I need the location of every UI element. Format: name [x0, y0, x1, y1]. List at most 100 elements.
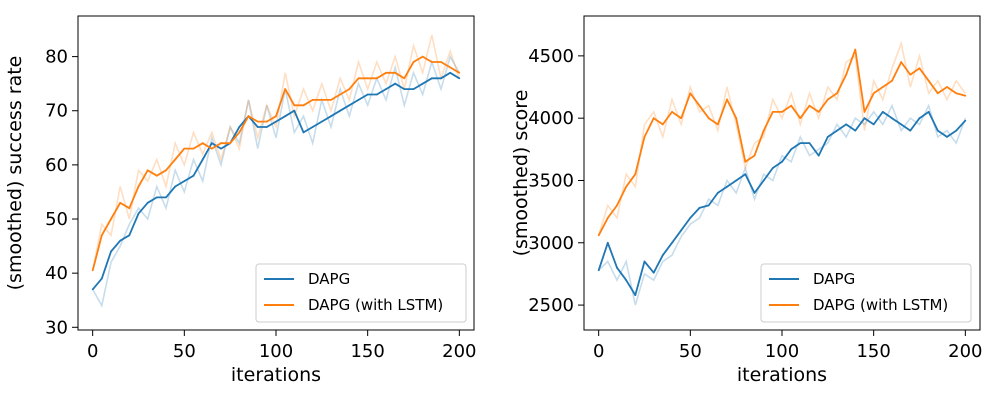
data-point-dapg-lstm — [689, 92, 692, 95]
data-point-dapg-lstm — [680, 117, 683, 120]
data-point-dapg-lstm — [220, 142, 222, 145]
data-point-dapg-lstm — [449, 66, 452, 69]
data-point-dapg — [817, 154, 820, 157]
data-point-dapg-lstm — [808, 104, 811, 107]
data-point-dapg-lstm — [238, 131, 241, 134]
data-point-dapg — [652, 271, 655, 274]
data-point-dapg — [744, 173, 747, 176]
y-tick-label: 40 — [45, 263, 68, 284]
x-tick-label: 100 — [259, 341, 293, 362]
data-point-dapg-lstm — [284, 88, 287, 90]
data-point-dapg-lstm — [606, 217, 609, 219]
data-point-dapg — [174, 185, 177, 188]
data-point-dapg — [726, 185, 728, 188]
data-point-dapg — [698, 207, 701, 209]
data-point-dapg-lstm — [597, 234, 600, 237]
data-point-dapg — [293, 109, 296, 112]
data-point-dapg — [616, 266, 618, 269]
data-point-dapg — [597, 269, 600, 272]
data-point-dapg-lstm — [845, 73, 848, 76]
chart-right: 0 50 100 150 200 2500 3000 3500 4000 4500 iterati… — [510, 15, 983, 386]
data-point-dapg — [403, 88, 406, 90]
data-point-dapg — [625, 279, 628, 282]
data-point-dapg — [238, 126, 241, 128]
x-tick-label: 200 — [948, 341, 982, 362]
data-point-dapg-lstm — [183, 147, 186, 150]
legend-label-dapg: DAPG — [813, 270, 855, 288]
data-point-dapg-lstm — [192, 147, 195, 150]
y-tick-label: 30 — [45, 317, 68, 338]
data-point-dapg-lstm — [964, 94, 967, 97]
data-point-dapg-lstm — [394, 71, 397, 74]
data-point-dapg — [634, 294, 637, 296]
legend-box — [255, 263, 467, 323]
legend-label-dapg: DAPG — [308, 270, 350, 288]
data-point-dapg — [927, 111, 930, 113]
data-point-dapg — [781, 160, 783, 163]
series-raw-dapg — [92, 54, 460, 308]
data-point-dapg-lstm — [293, 104, 296, 107]
data-point-dapg — [430, 77, 433, 80]
data-point-dapg — [762, 179, 765, 182]
data-point-dapg — [918, 117, 921, 120]
data-point-dapg-lstm — [458, 71, 461, 74]
data-point-dapg — [155, 196, 158, 199]
data-point-dapg-lstm — [771, 111, 774, 113]
data-point-dapg-lstm — [110, 218, 112, 220]
data-point-dapg-lstm — [836, 92, 838, 95]
data-point-dapg-lstm — [320, 99, 323, 101]
data-point-dapg-lstm — [826, 98, 829, 101]
data-point-dapg — [845, 123, 848, 126]
x-tick-label: 50 — [173, 341, 196, 362]
data-point-dapg-lstm — [229, 142, 232, 145]
x-tick-label: 0 — [593, 341, 604, 362]
data-point-dapg-lstm — [330, 99, 332, 101]
data-point-dapg — [128, 234, 131, 237]
data-point-dapg-lstm — [854, 48, 857, 51]
data-point-dapg-lstm — [137, 185, 140, 188]
data-point-dapg-lstm — [412, 61, 415, 63]
data-point-dapg-lstm — [339, 93, 342, 96]
x-axis-label: iterations — [231, 364, 321, 386]
data-point-dapg — [275, 120, 277, 123]
data-point-dapg-lstm — [735, 117, 738, 120]
data-point-dapg — [265, 126, 268, 128]
x-tick-label: 150 — [350, 341, 384, 362]
data-point-dapg — [357, 99, 360, 101]
y-tick-label: 4500 — [528, 46, 574, 67]
legend: DAPG DAPG (with LSTM) — [255, 263, 467, 323]
data-point-dapg-lstm — [348, 88, 351, 90]
data-point-dapg — [900, 123, 903, 126]
x-tick-label: 50 — [679, 341, 702, 362]
data-point-dapg-lstm — [265, 120, 268, 123]
data-point-dapg — [891, 117, 893, 120]
data-point-dapg — [854, 129, 857, 132]
data-point-dapg — [808, 142, 811, 145]
x-tick-label: 0 — [87, 341, 98, 362]
data-point-dapg — [339, 109, 342, 112]
data-point-dapg — [661, 254, 664, 257]
data-point-dapg — [872, 123, 875, 126]
data-point-dapg-lstm — [275, 115, 277, 118]
data-point-dapg-lstm — [634, 173, 637, 176]
data-point-dapg-lstm — [146, 169, 149, 172]
data-point-dapg — [119, 239, 122, 242]
data-point-dapg — [799, 142, 802, 145]
data-point-dapg-lstm — [165, 169, 167, 172]
data-point-dapg-lstm — [872, 92, 875, 95]
data-point-dapg — [284, 115, 287, 118]
data-point-dapg — [348, 104, 351, 107]
data-point-dapg-lstm — [155, 174, 158, 177]
data-point-dapg — [936, 129, 939, 132]
data-point-dapg — [412, 88, 415, 90]
data-point-dapg — [946, 136, 948, 138]
legend-box — [760, 263, 972, 323]
data-point-dapg — [110, 250, 112, 253]
data-point-dapg — [320, 120, 323, 123]
data-point-dapg-lstm — [799, 117, 802, 120]
series-raw-dapg-lstm — [91, 34, 461, 271]
data-point-dapg-lstm — [430, 61, 433, 63]
data-point-dapg — [394, 82, 397, 85]
series-layer — [597, 40, 967, 306]
data-point-dapg — [385, 88, 387, 90]
